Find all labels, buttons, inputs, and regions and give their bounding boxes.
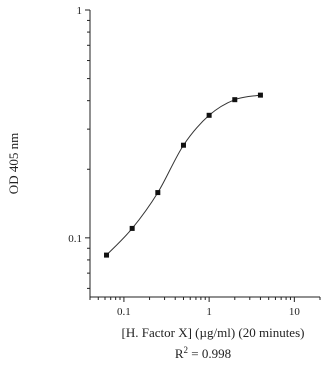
x-tick-label: 0.1 bbox=[117, 306, 131, 318]
data-point bbox=[180, 142, 186, 148]
data-point bbox=[206, 112, 212, 118]
data-point bbox=[232, 97, 238, 103]
r-squared-value: = 0.998 bbox=[188, 346, 231, 361]
x-axis-title: [H. Factor X] (µg/ml) (20 minutes) bbox=[122, 325, 305, 340]
x-tick-label: 1 bbox=[206, 306, 212, 318]
y-tick-label: 1 bbox=[77, 5, 83, 17]
tick-group: 0.1 1 10 0.1 1 bbox=[68, 5, 321, 318]
data-point bbox=[257, 92, 263, 98]
r-squared-annotation: R2 = 0.998 bbox=[175, 345, 231, 361]
data-points bbox=[104, 92, 263, 258]
r-squared-superscript: 2 bbox=[184, 345, 189, 355]
y-axis-title: OD 405 nm bbox=[6, 133, 21, 194]
data-point bbox=[104, 252, 110, 258]
data-point bbox=[129, 225, 135, 231]
fit-curve bbox=[106, 94, 261, 256]
y-tick-label: 0.1 bbox=[68, 233, 82, 245]
r-squared-prefix: R bbox=[175, 346, 184, 361]
x-tick-label: 10 bbox=[289, 306, 301, 318]
data-point bbox=[155, 190, 161, 196]
